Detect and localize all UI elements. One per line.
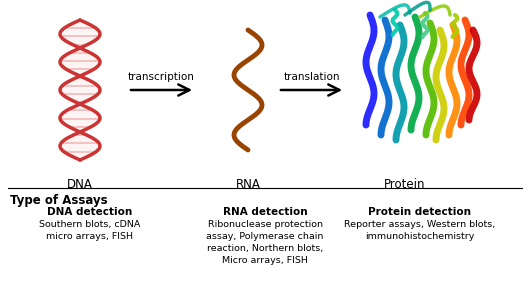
Text: Protein: Protein xyxy=(384,178,426,191)
Text: transcription: transcription xyxy=(128,72,195,82)
Text: DNA detection: DNA detection xyxy=(47,207,132,217)
Text: Reporter assays, Western blots,
immunohistochemistry: Reporter assays, Western blots, immunohi… xyxy=(344,220,496,241)
Text: translation: translation xyxy=(283,72,340,82)
Text: Type of Assays: Type of Assays xyxy=(10,194,108,207)
Text: Southern blots, cDNA
micro arrays, FISH: Southern blots, cDNA micro arrays, FISH xyxy=(39,220,140,241)
Text: RNA: RNA xyxy=(235,178,260,191)
Text: RNA detection: RNA detection xyxy=(223,207,307,217)
Text: DNA: DNA xyxy=(67,178,93,191)
Text: Protein detection: Protein detection xyxy=(368,207,472,217)
Text: Ribonuclease protection
assay, Polymerase chain
reaction, Northern blots,
Micro : Ribonuclease protection assay, Polymeras… xyxy=(206,220,324,265)
